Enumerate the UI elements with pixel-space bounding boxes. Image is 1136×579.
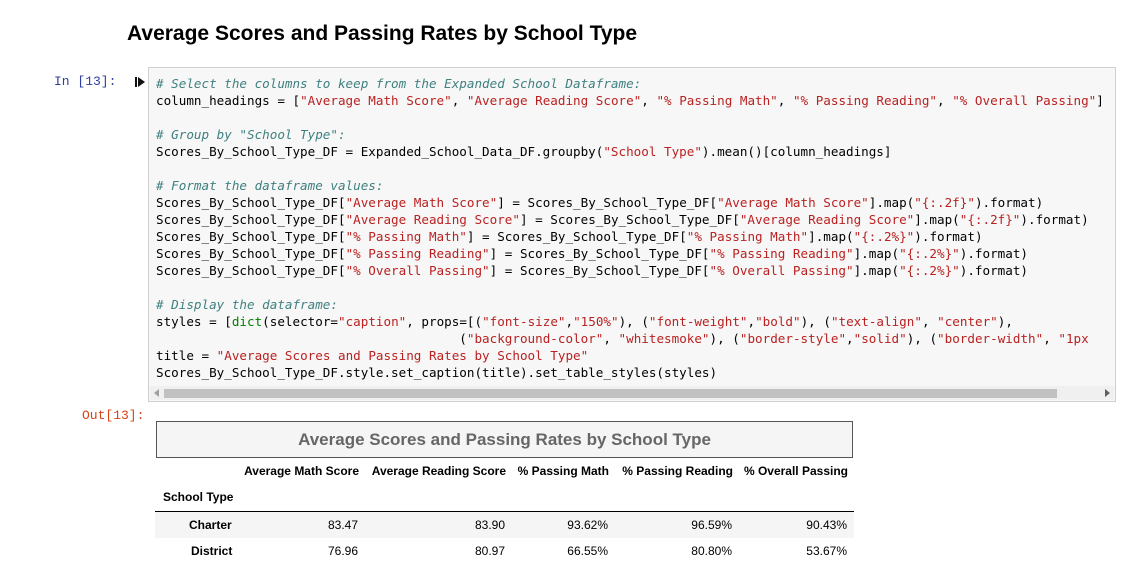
code-line bbox=[156, 110, 164, 125]
scrollbar-thumb[interactable] bbox=[164, 389, 1057, 398]
code-line: # Format the dataframe values: bbox=[156, 178, 384, 193]
output-prompt: Out[13]: bbox=[82, 408, 145, 423]
code-line: Scores_By_School_Type_DF["% Passing Read… bbox=[156, 246, 1028, 261]
markdown-heading: Average Scores and Passing Rates by Scho… bbox=[127, 22, 638, 45]
code-line: title = "Average Scores and Passing Rate… bbox=[156, 348, 589, 363]
input-prompt: In [13]: bbox=[54, 74, 117, 89]
table-cell: 83.47 bbox=[327, 518, 358, 532]
code-line: # Display the dataframe: bbox=[156, 297, 338, 312]
code-line bbox=[156, 280, 164, 295]
index-name: School Type bbox=[163, 490, 234, 504]
code-editor[interactable]: # Select the columns to keep from the Ex… bbox=[156, 75, 1104, 381]
table-cell: 76.96 bbox=[327, 544, 358, 558]
code-line: Scores_By_School_Type_DF["Average Readin… bbox=[156, 212, 1089, 227]
table-cell: 93.62% bbox=[567, 518, 608, 532]
table-cell: 90.43% bbox=[806, 518, 847, 532]
code-line: Scores_By_School_Type_DF["% Passing Math… bbox=[156, 229, 983, 244]
code-line: Scores_By_School_Type_DF.style.set_capti… bbox=[156, 365, 718, 380]
code-line: Scores_By_School_Type_DF["Average Math S… bbox=[156, 195, 1044, 210]
table-cell: 80.97 bbox=[474, 544, 505, 558]
code-line: ("background-color", "whitesmoke"), ("bo… bbox=[156, 331, 1089, 346]
step-marker-icon[interactable] bbox=[135, 76, 147, 88]
table-row: District 76.96 80.97 66.55% 80.80% 53.67… bbox=[155, 538, 854, 564]
table-divider bbox=[155, 511, 854, 512]
table-cell: 53.67% bbox=[806, 544, 847, 558]
column-header: Average Math Score bbox=[244, 464, 359, 478]
code-line: column_headings = ["Average Math Score",… bbox=[156, 93, 1104, 108]
code-line bbox=[156, 161, 164, 176]
horizontal-scrollbar[interactable] bbox=[150, 386, 1114, 400]
column-header: % Overall Passing bbox=[743, 464, 848, 478]
row-index: District bbox=[191, 544, 233, 558]
scroll-right-arrow-icon[interactable] bbox=[1105, 389, 1110, 397]
table-row: Charter 83.47 83.90 93.62% 96.59% 90.43% bbox=[155, 512, 854, 538]
table-cell: 66.55% bbox=[567, 544, 608, 558]
column-header: Average Reading Score bbox=[371, 464, 506, 478]
table-cell: 96.59% bbox=[691, 518, 732, 532]
code-line: Scores_By_School_Type_DF = Expanded_Scho… bbox=[156, 144, 892, 159]
column-header: % Passing Reading bbox=[622, 464, 733, 478]
table-cell: 83.90 bbox=[474, 518, 505, 532]
code-line: styles = [dict(selector="caption", props… bbox=[156, 314, 1013, 329]
scroll-left-arrow-icon[interactable] bbox=[154, 389, 159, 397]
code-line: # Group by "School Type": bbox=[156, 127, 346, 142]
code-line: # Select the columns to keep from the Ex… bbox=[156, 76, 642, 91]
code-line: Scores_By_School_Type_DF["% Overall Pass… bbox=[156, 263, 1028, 278]
code-cell-input[interactable]: # Select the columns to keep from the Ex… bbox=[148, 67, 1116, 402]
table-caption: Average Scores and Passing Rates by Scho… bbox=[156, 421, 853, 458]
column-header: % Passing Math bbox=[517, 464, 609, 478]
table-cell: 80.80% bbox=[691, 544, 732, 558]
row-index: Charter bbox=[189, 518, 232, 532]
